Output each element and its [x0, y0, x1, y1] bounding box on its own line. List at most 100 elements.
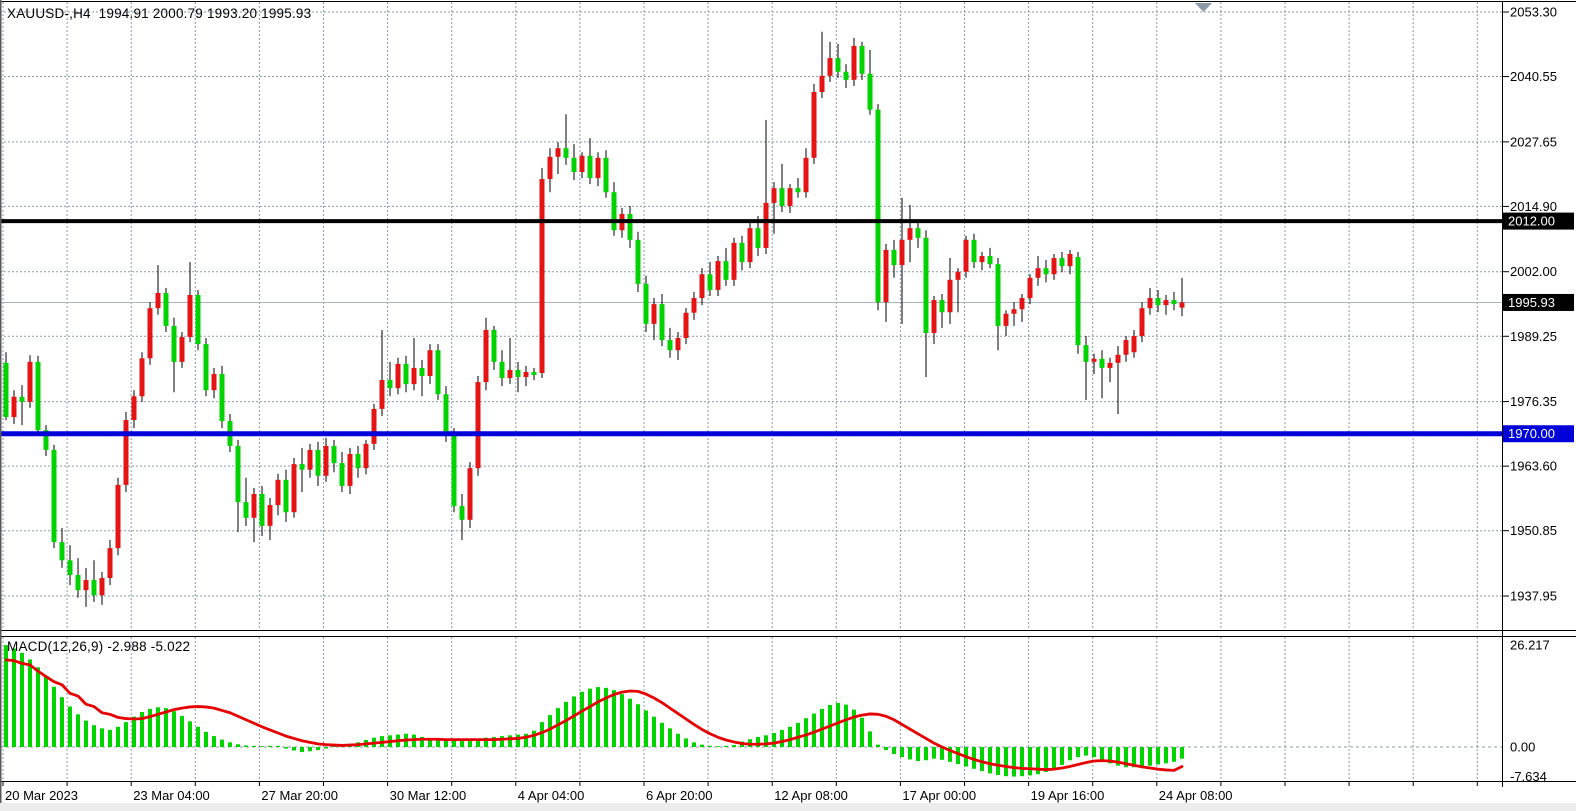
candle-bullish — [27, 361, 33, 402]
candle-bearish — [603, 157, 609, 193]
candle-bearish — [635, 239, 641, 284]
macd-histogram-bar — [844, 704, 848, 747]
candle-bearish — [435, 350, 441, 395]
candle-bullish — [211, 373, 217, 391]
price-axis-tick-label: 2014.90 — [1510, 199, 1557, 214]
candle-bullish — [1067, 254, 1073, 267]
price-axis-tick-label: 2040.55 — [1510, 69, 1557, 84]
macd-histogram-bar — [436, 739, 440, 747]
price-axis[interactable]: 2053.30 2040.55 2027.65 2014.90 2002.00 1989.… — [1502, 5, 1557, 604]
candle-bullish — [99, 578, 105, 596]
macd-histogram-bar — [100, 728, 104, 747]
price-axis-tick-label: 2002.00 — [1510, 264, 1557, 279]
macd-histogram-bar — [204, 731, 208, 747]
price-badge-level-2012.00: 2012.00 — [1503, 212, 1574, 230]
candle-bullish — [883, 249, 889, 303]
macd-histogram-bar — [116, 726, 120, 747]
macd-histogram-bar — [620, 694, 624, 747]
candle-bearish — [843, 71, 849, 80]
candle-bearish — [835, 58, 841, 72]
macd-histogram-bar — [452, 740, 456, 747]
candle-bearish — [339, 463, 345, 486]
macd-histogram-bar — [724, 745, 728, 747]
candle-bullish — [907, 228, 913, 240]
macd-axis-label: 0.00 — [1510, 740, 1535, 755]
macd-histogram-bar — [236, 744, 240, 747]
macd-histogram-bar — [500, 736, 504, 747]
candle-bullish — [763, 202, 769, 248]
candle-bearish — [219, 373, 225, 422]
macd-histogram-bar — [244, 745, 248, 747]
macd-histogram-bar — [60, 697, 64, 747]
candle-bearish — [939, 300, 945, 313]
macd-axis[interactable]: 26.217 0.00 -7.634 — [1510, 638, 1550, 785]
macd-histogram-bar — [708, 745, 712, 747]
macd-histogram-bar — [1044, 747, 1048, 772]
macd-histogram-bar — [1100, 747, 1104, 761]
candle-bullish — [1115, 354, 1121, 363]
macd-histogram-bar — [812, 713, 816, 747]
macd-histogram-bar — [180, 715, 184, 747]
macd-histogram-bar — [252, 745, 256, 747]
macd-histogram-bar — [540, 722, 544, 747]
candle-bearish — [1171, 300, 1177, 305]
macd-histogram-bar — [1028, 747, 1032, 776]
macd-histogram-bar — [164, 708, 168, 747]
macd-histogram-bar — [980, 747, 984, 772]
macd-signal-line — [4, 658, 1184, 772]
candle-bearish — [1083, 345, 1089, 362]
candle-bearish — [659, 304, 665, 341]
candle-bullish — [1091, 358, 1097, 362]
price-axis-tick-label: 2053.30 — [1510, 5, 1557, 20]
level-lines[interactable] — [0, 219, 1502, 437]
macd-histogram-bar — [212, 736, 216, 747]
macd-histogram-bar — [788, 726, 792, 747]
macd-indicator-label: MACD(12,26,9) -2.988 -5.022 — [7, 639, 191, 654]
macd-histogram-bar — [44, 676, 48, 747]
candle-bullish — [1011, 309, 1017, 314]
macd-histogram-bar — [1036, 747, 1040, 775]
candle-bullish — [371, 408, 377, 444]
macd-histogram-bar — [580, 691, 584, 747]
macd-histogram-bar — [276, 745, 280, 747]
macd-histogram-bar — [428, 738, 432, 747]
chart-shift-marker-icon[interactable] — [1195, 3, 1212, 12]
macd-histogram-bar — [988, 747, 992, 774]
macd-histogram-bar — [780, 729, 784, 747]
candle-bearish — [867, 73, 873, 110]
macd-histogram-bar — [764, 735, 768, 747]
macd-histogram-bar — [516, 734, 520, 747]
macd-histogram-bar — [972, 747, 976, 769]
candle-bullish — [107, 548, 113, 579]
candle-bullish — [115, 484, 121, 549]
price-axis-tick-label: 1976.35 — [1510, 394, 1557, 409]
macd-histogram-bar — [916, 747, 920, 762]
macd-histogram-bar — [260, 746, 264, 747]
macd-histogram-bar — [996, 747, 1000, 776]
macd-histogram-bar — [1068, 747, 1072, 761]
candle-bullish — [275, 479, 281, 506]
candle-bullish — [675, 338, 681, 351]
macd-histogram-bar — [36, 667, 40, 747]
macd-histogram-bar — [932, 747, 936, 759]
candle-bearish — [3, 362, 9, 418]
candle-bullish — [931, 300, 937, 333]
candle-bullish — [1163, 300, 1169, 306]
macd-histogram-bar — [140, 711, 144, 747]
candle-bearish — [1099, 358, 1105, 368]
time-axis-label: 4 Apr 04:00 — [518, 788, 585, 803]
macd-histogram-bar — [900, 747, 904, 758]
candle-bullish — [699, 274, 705, 299]
candle-bearish — [331, 445, 337, 464]
time-axis-label: 30 Mar 12:00 — [390, 788, 467, 803]
time-axis[interactable]: 20 Mar 2023 23 Mar 04:00 27 Mar 20:00 30 Ma… — [2, 781, 1478, 803]
macd-histogram-bar — [836, 703, 840, 747]
candle-bullish — [291, 464, 297, 513]
candle-bullish — [131, 396, 137, 421]
candle-bearish — [627, 214, 633, 240]
candle-bullish — [1019, 298, 1025, 310]
candle-bullish — [747, 228, 753, 263]
candle-bearish — [75, 574, 81, 591]
